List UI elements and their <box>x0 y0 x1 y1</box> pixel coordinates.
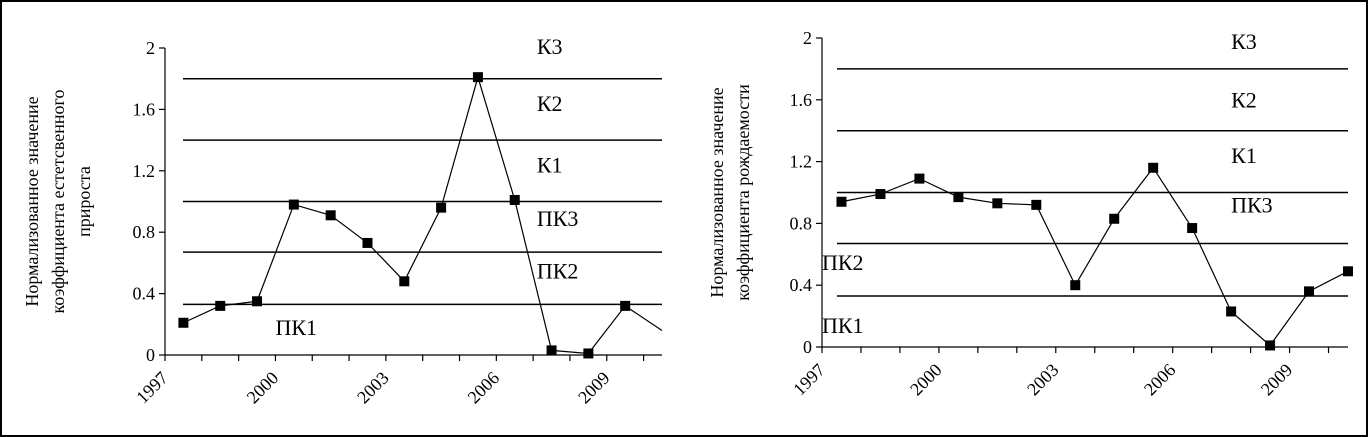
data-point-marker <box>1226 306 1237 317</box>
zone-label: К3 <box>1231 29 1257 54</box>
data-point-marker <box>1148 162 1159 173</box>
data-point-marker <box>953 192 964 203</box>
y-axis-label-line: коэффициента рождаемости <box>733 84 753 301</box>
data-point-marker <box>875 189 886 200</box>
y-tick-label: 1.2 <box>790 152 813 172</box>
y-tick-label: 1.6 <box>133 99 156 119</box>
y-axis-label: Нормализованное значение коэффициента ес… <box>22 90 94 314</box>
zone-label: ПК1 <box>822 313 864 338</box>
zone-label: К3 <box>537 34 563 59</box>
data-point-marker <box>215 300 226 311</box>
y-tick-label: 0 <box>146 345 155 365</box>
y-axis-label-line: коэффициента естетсвенного <box>48 90 68 314</box>
zone-label: К1 <box>1231 143 1257 168</box>
zone-labels: ПК1 ПК2 ПК3 К1 К2 К3 <box>822 29 1273 338</box>
zone-level-lines <box>183 77 662 306</box>
data-point-marker <box>583 348 594 359</box>
zone-label: К1 <box>537 152 563 177</box>
data-point-marker <box>914 173 925 184</box>
zone-label: ПК3 <box>1231 193 1273 218</box>
data-series <box>836 162 1353 351</box>
data-point-marker <box>836 196 847 207</box>
y-axis-label-line: Нормализованное значение <box>707 87 727 297</box>
zone-label: ПК2 <box>822 250 864 275</box>
data-point-marker <box>546 345 557 356</box>
data-point-marker <box>1031 199 1042 210</box>
data-point-marker <box>1343 266 1353 277</box>
y-tick-labels: 0 0.4 0.8 1.2 1.6 2 <box>790 28 813 357</box>
chart-natural-increase: Нормализованное значение коэффициента ес… <box>22 34 663 407</box>
zone-label: К2 <box>537 91 563 116</box>
data-point-marker <box>1070 280 1081 291</box>
data-point-marker <box>509 194 520 205</box>
zone-label: ПК2 <box>537 258 579 283</box>
data-point-marker <box>436 202 447 213</box>
zone-label: ПК3 <box>537 206 579 231</box>
series-line <box>841 166 1349 347</box>
data-point-marker <box>178 317 189 328</box>
data-point-marker <box>362 237 373 248</box>
data-point-marker <box>1265 340 1276 351</box>
y-tick-label: 0.4 <box>790 275 813 295</box>
zone-level-lines <box>837 68 1348 297</box>
y-tick-label: 1.6 <box>790 90 813 110</box>
data-point-marker <box>1109 213 1120 224</box>
data-point-marker <box>288 199 299 210</box>
y-tick-label: 2 <box>146 38 155 58</box>
zone-labels: ПК1 ПК2 ПК3 К1 К2 К3 <box>275 34 578 340</box>
chart-birth-rate: Нормализованное значение коэффициента ро… <box>707 28 1353 399</box>
y-tick-label: 0.8 <box>790 213 813 233</box>
data-point-marker <box>252 296 263 307</box>
zone-label: ПК1 <box>275 315 317 340</box>
data-point-marker <box>1304 286 1315 297</box>
axes <box>816 37 1348 353</box>
axes <box>159 47 662 361</box>
data-point-marker <box>620 300 631 311</box>
zone-label: К2 <box>1231 88 1257 113</box>
y-axis-label: Нормализованное значение коэффициента ро… <box>707 84 753 301</box>
y-tick-label: 1.2 <box>133 161 156 181</box>
y-tick-label: 0.4 <box>133 284 156 304</box>
series-line <box>183 75 663 355</box>
y-tick-label: 0 <box>803 337 812 357</box>
data-point-marker <box>399 276 410 287</box>
data-point-marker <box>1187 223 1198 234</box>
y-tick-labels: 0 0.4 0.8 1.2 1.6 2 <box>133 38 156 365</box>
y-tick-label: 2 <box>803 28 812 48</box>
data-series <box>178 72 663 359</box>
y-axis-label-line: прироста <box>74 166 94 237</box>
y-tick-label: 0.8 <box>133 222 156 242</box>
y-axis-label-line: Нормализованное значение <box>22 96 42 306</box>
data-point-marker <box>472 72 483 83</box>
data-point-marker <box>992 198 1003 209</box>
data-point-marker <box>325 210 336 221</box>
